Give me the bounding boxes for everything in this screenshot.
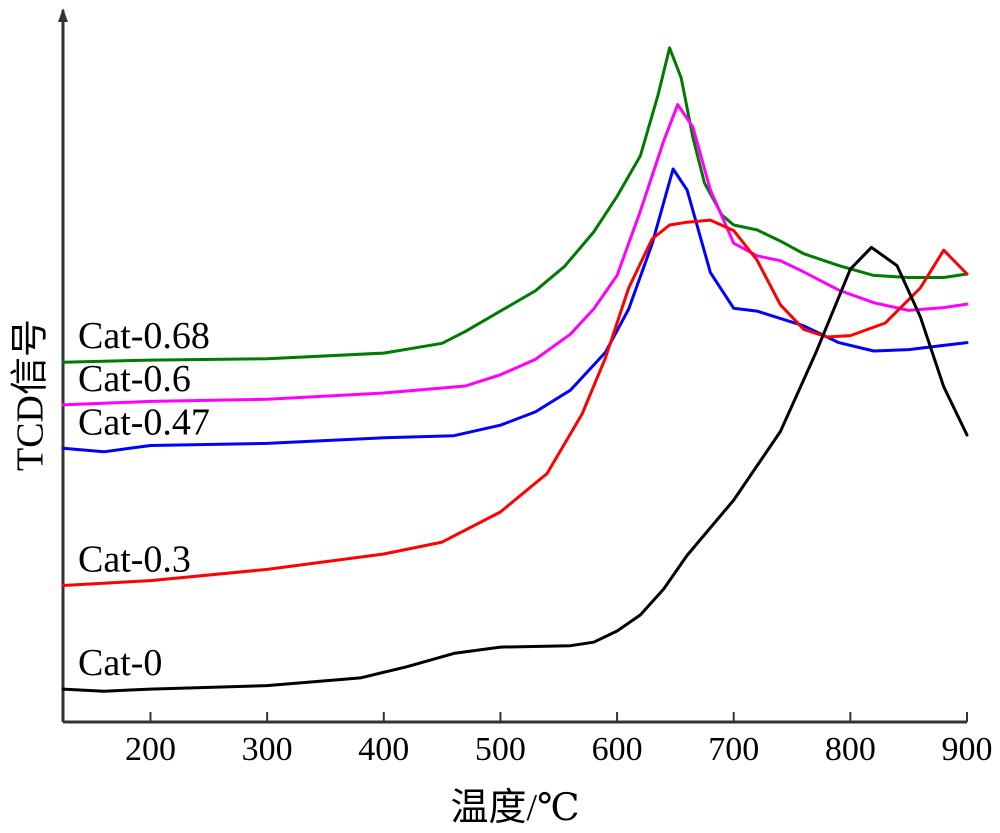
- series-lines: [61, 46, 969, 693]
- x-tick-label-600: 600: [592, 731, 643, 768]
- series-line-cat-0: [61, 245, 969, 693]
- x-tick-label-700: 700: [708, 731, 759, 768]
- series-label-cat-0-47: Cat-0.47: [78, 401, 210, 443]
- x-ticks: 200 300 400 500 600 700 800 900: [125, 712, 993, 768]
- series-line-cat-0-3: [61, 218, 969, 587]
- x-tick-label-200: 200: [125, 731, 176, 768]
- x-tick-label-300: 300: [242, 731, 293, 768]
- x-tick-label-800: 800: [825, 731, 876, 768]
- series-label-cat-0-6: Cat-0.6: [78, 358, 191, 400]
- series-line-cat-0-47: [61, 167, 969, 454]
- series-label-cat-0-68: Cat-0.68: [78, 315, 210, 357]
- y-axis-title: TCD信号: [10, 319, 52, 471]
- x-tick-label-900: 900: [942, 731, 993, 768]
- axes: [58, 8, 967, 724]
- x-axis-title: 温度/℃: [450, 787, 579, 829]
- series-line-cat-0-68: [61, 46, 969, 364]
- series-label-cat-0-3: Cat-0.3: [78, 539, 191, 581]
- x-tick-label-500: 500: [475, 731, 526, 768]
- x-tick-label-400: 400: [358, 731, 409, 768]
- series-line-cat-0-6: [61, 103, 969, 407]
- series-label-cat-0: Cat-0: [78, 642, 162, 684]
